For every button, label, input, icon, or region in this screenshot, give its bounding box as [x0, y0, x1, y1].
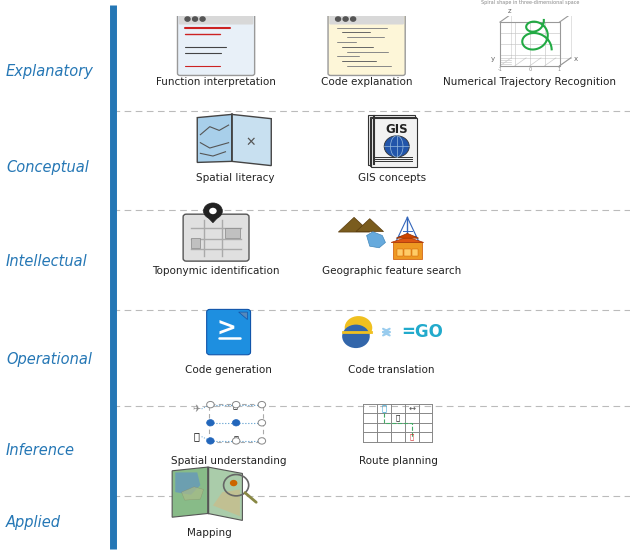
- Text: 🪑: 🪑: [234, 436, 239, 444]
- FancyBboxPatch shape: [393, 242, 422, 259]
- Polygon shape: [191, 238, 200, 248]
- Circle shape: [258, 401, 266, 408]
- Polygon shape: [182, 487, 204, 500]
- Text: Explanatory: Explanatory: [6, 64, 94, 79]
- Text: Numerical Trajectory Recognition: Numerical Trajectory Recognition: [444, 77, 616, 87]
- Circle shape: [200, 17, 205, 21]
- Text: ✈: ✈: [193, 404, 201, 414]
- Text: Operational: Operational: [6, 352, 92, 367]
- Text: ⛳: ⛳: [381, 404, 387, 413]
- Text: =GO: =GO: [401, 323, 443, 341]
- Text: Toponymic identification: Toponymic identification: [152, 267, 280, 277]
- Text: Geographic feature search: Geographic feature search: [322, 267, 461, 277]
- Circle shape: [207, 401, 214, 408]
- Circle shape: [342, 325, 370, 348]
- Text: 🐘: 🐘: [232, 402, 237, 411]
- Circle shape: [335, 17, 340, 21]
- Text: 🚶: 🚶: [410, 434, 414, 440]
- Polygon shape: [396, 233, 419, 238]
- Circle shape: [204, 203, 222, 219]
- FancyBboxPatch shape: [397, 249, 403, 256]
- Circle shape: [209, 208, 217, 214]
- Polygon shape: [367, 232, 385, 248]
- Text: Code translation: Code translation: [348, 365, 435, 375]
- Text: z: z: [508, 8, 512, 13]
- Polygon shape: [208, 217, 218, 222]
- Text: 🐋: 🐋: [194, 432, 200, 442]
- Text: 0: 0: [528, 67, 531, 72]
- FancyBboxPatch shape: [369, 115, 415, 164]
- Polygon shape: [213, 490, 240, 516]
- Text: 👤: 👤: [396, 415, 400, 421]
- Polygon shape: [225, 228, 240, 238]
- Text: x: x: [574, 56, 578, 61]
- FancyBboxPatch shape: [179, 14, 253, 24]
- Text: Function interpretation: Function interpretation: [156, 77, 276, 87]
- Text: Route planning: Route planning: [358, 456, 437, 466]
- Circle shape: [345, 316, 372, 339]
- Polygon shape: [391, 237, 424, 242]
- Circle shape: [384, 136, 409, 157]
- Text: Intellectual: Intellectual: [6, 253, 88, 269]
- Circle shape: [258, 420, 266, 426]
- Text: Conceptual: Conceptual: [6, 160, 89, 175]
- Circle shape: [232, 438, 240, 444]
- FancyBboxPatch shape: [207, 310, 251, 355]
- Circle shape: [230, 480, 237, 486]
- Text: GIS: GIS: [385, 123, 408, 136]
- Circle shape: [207, 420, 214, 426]
- Polygon shape: [175, 473, 200, 495]
- FancyBboxPatch shape: [370, 116, 416, 166]
- Text: GIS concepts: GIS concepts: [358, 173, 426, 183]
- FancyBboxPatch shape: [330, 14, 404, 24]
- Circle shape: [193, 17, 198, 21]
- Circle shape: [343, 17, 348, 21]
- Text: Spatial understanding: Spatial understanding: [171, 456, 286, 466]
- FancyBboxPatch shape: [404, 249, 410, 256]
- Circle shape: [207, 438, 214, 444]
- FancyBboxPatch shape: [183, 214, 249, 261]
- Text: Spiral shape in three-dimensional space: Spiral shape in three-dimensional space: [481, 1, 579, 6]
- Circle shape: [258, 438, 266, 444]
- Text: Code generation: Code generation: [185, 365, 272, 375]
- Polygon shape: [339, 217, 370, 232]
- Circle shape: [232, 401, 240, 408]
- Text: ✕: ✕: [245, 136, 256, 149]
- Text: Spatial literacy: Spatial literacy: [196, 173, 274, 183]
- Polygon shape: [197, 114, 232, 162]
- Circle shape: [232, 420, 240, 426]
- Polygon shape: [172, 467, 208, 517]
- Text: Inference: Inference: [6, 443, 75, 458]
- Text: Code explanation: Code explanation: [321, 77, 412, 87]
- Text: >: >: [216, 317, 236, 341]
- Text: -1: -1: [497, 67, 502, 72]
- Text: Mapping: Mapping: [188, 528, 232, 538]
- FancyBboxPatch shape: [412, 249, 418, 256]
- Text: 1: 1: [558, 67, 561, 72]
- Polygon shape: [356, 219, 383, 232]
- Text: y: y: [490, 56, 495, 61]
- Circle shape: [185, 17, 190, 21]
- Polygon shape: [239, 312, 248, 320]
- FancyBboxPatch shape: [177, 13, 255, 76]
- FancyBboxPatch shape: [328, 13, 405, 76]
- Circle shape: [351, 17, 356, 21]
- FancyBboxPatch shape: [371, 118, 417, 167]
- Polygon shape: [232, 114, 271, 166]
- Text: ↔: ↔: [408, 404, 415, 413]
- Text: Applied: Applied: [6, 515, 61, 530]
- Polygon shape: [208, 467, 243, 521]
